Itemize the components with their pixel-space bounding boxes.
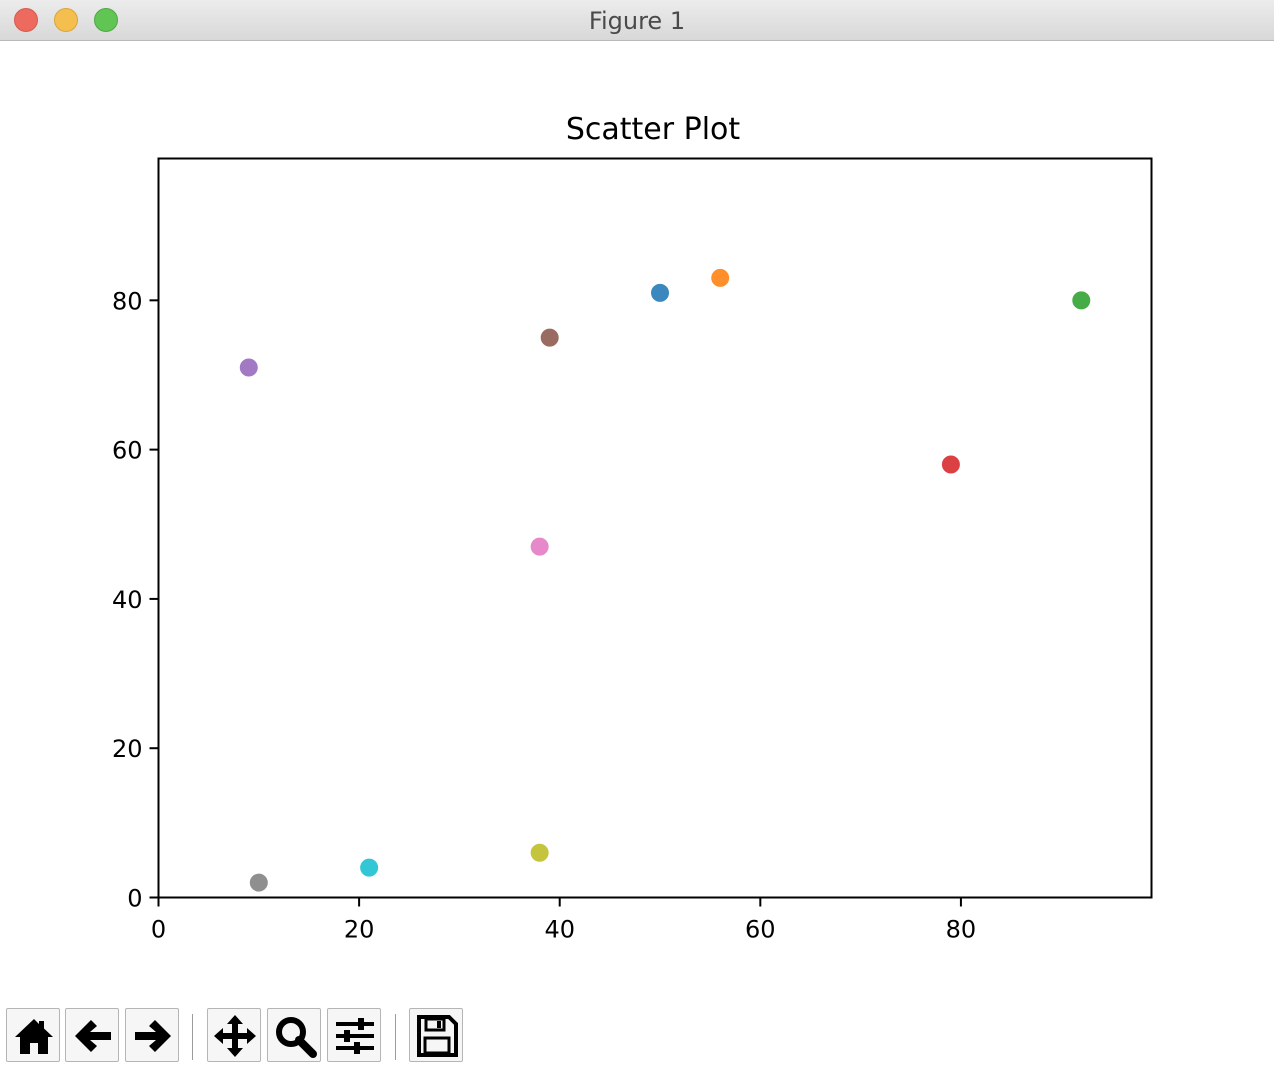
plot-frame	[157, 157, 1153, 899]
y-tick-label: 0	[127, 885, 142, 913]
forward-button[interactable]	[125, 1008, 179, 1062]
configure-subplots-icon	[336, 1018, 374, 1054]
x-tick-label: 40	[544, 916, 575, 944]
forward-arrow-icon	[135, 1020, 171, 1052]
x-tick-label: 20	[344, 916, 375, 944]
scatter-points	[238, 267, 1092, 893]
save-button[interactable]	[409, 1008, 463, 1062]
toolbar-separator	[192, 1014, 193, 1060]
x-tick-label: 80	[946, 916, 977, 944]
pan-button[interactable]	[207, 1008, 261, 1062]
window-title: Figure 1	[588, 7, 686, 35]
chart-title: Scatter Plot	[566, 112, 741, 147]
scatter-point-8	[529, 842, 550, 863]
zoom-button[interactable]	[267, 1008, 321, 1062]
back-button[interactable]	[65, 1008, 119, 1062]
minimize-window-button[interactable]	[54, 8, 78, 32]
y-tick-label: 40	[112, 586, 143, 614]
x-tick-label: 60	[745, 916, 776, 944]
scatter-point-4	[238, 357, 259, 378]
axes: 0 20 40 60 80 0 20 40 60 80	[112, 287, 976, 943]
y-tick-label: 80	[112, 287, 143, 315]
configure-subplots-button[interactable]	[327, 1008, 381, 1062]
navigation-toolbar	[0, 1008, 1274, 1066]
scatter-point-3	[940, 454, 961, 475]
scatter-point-1	[710, 267, 731, 288]
scatter-point-9	[359, 857, 380, 878]
scatter-point-7	[248, 872, 269, 893]
y-tick-label: 60	[112, 437, 143, 465]
back-arrow-icon	[75, 1020, 111, 1052]
y-tick-label: 20	[112, 735, 143, 763]
close-window-button[interactable]	[14, 8, 38, 32]
title-bar: Figure 1	[0, 0, 1274, 41]
home-button[interactable]	[6, 1008, 60, 1062]
maximize-window-button[interactable]	[94, 8, 118, 32]
scatter-point-6	[529, 536, 550, 557]
scatter-point-5	[539, 327, 560, 348]
toolbar-separator	[395, 1014, 396, 1060]
home-icon	[15, 1019, 53, 1054]
pan-icon	[214, 1015, 256, 1057]
scatter-point-2	[1071, 290, 1092, 311]
scatter-chart: Scatter Plot 0 20 40 60 80 0 20 40 60 80	[112, 112, 1153, 944]
scatter-point-0	[650, 282, 671, 303]
x-tick-label: 0	[151, 916, 166, 944]
zoom-icon	[276, 1017, 317, 1058]
save-icon	[417, 1015, 458, 1057]
